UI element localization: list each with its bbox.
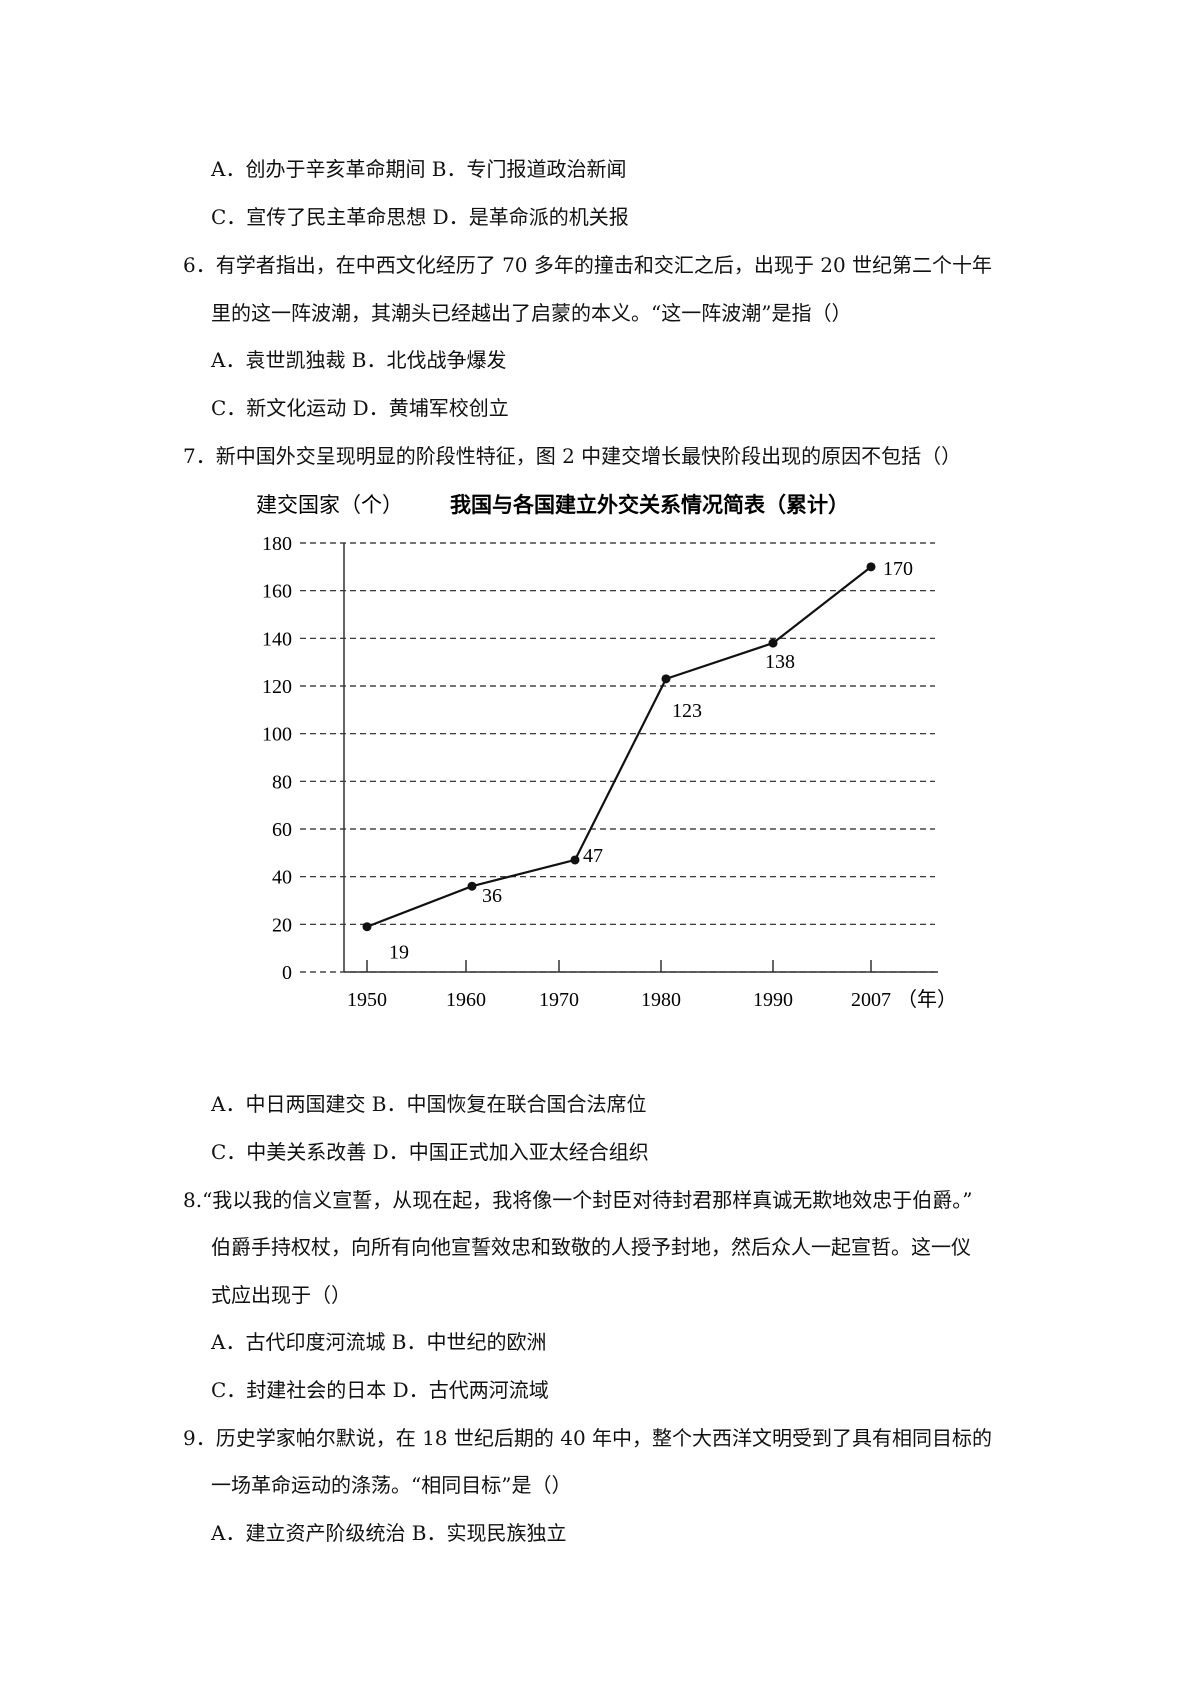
question-line: 6．有学者指出，在中西文化经历了 70 多年的撞击和交汇之后，出现于 20 世纪… xyxy=(183,253,993,277)
data-point xyxy=(768,638,778,648)
question-line: 8.“我以我的信义宣誓，从现在起，我将像一个封臣对待封君那样真诚无欺地效忠于伯爵… xyxy=(183,1188,973,1212)
question-line: 7．新中国外交呈现明显的阶段性特征，图 2 中建交增长最快阶段出现的原因不包括（… xyxy=(183,444,962,468)
data-label: 19 xyxy=(389,942,409,964)
option-line: C．中美关系改善 D．中国正式加入亚太经合组织 xyxy=(211,1140,649,1164)
y-tick-label: 0 xyxy=(282,962,292,984)
x-tick-label: 1970 xyxy=(539,989,579,1011)
option-line: A．创办于辛亥革命期间 B．专门报道政治新闻 xyxy=(211,157,627,181)
line-chart: 建交国家（个） 我国与各国建立外交关系情况简表（累计） 0 20 40 60 80 100… xyxy=(256,493,957,1011)
y-tick-label: 100 xyxy=(262,724,292,746)
option-line: A．中日两国建交 B．中国恢复在联合国合法席位 xyxy=(211,1092,647,1116)
y-tick-label: 140 xyxy=(262,628,292,650)
data-label: 123 xyxy=(672,700,702,722)
y-tick-label: 160 xyxy=(262,581,292,603)
data-point xyxy=(570,855,580,865)
x-tick-label: 1980 xyxy=(641,989,681,1011)
data-point xyxy=(866,562,876,572)
data-point xyxy=(467,881,477,891)
data-point xyxy=(661,674,671,684)
data-label: 47 xyxy=(583,845,603,867)
question-line: 9．历史学家帕尔默说，在 18 世纪后期的 40 年中，整个大西洋文明受到了具有… xyxy=(183,1426,993,1450)
option-line: A．建立资产阶级统治 B．实现民族独立 xyxy=(211,1521,567,1545)
data-label: 170 xyxy=(883,558,913,580)
option-line: C．封建社会的日本 D．古代两河流域 xyxy=(211,1378,549,1402)
option-line: 伯爵手持权杖，向所有向他宣誓效忠和致敬的人授予封地，然后众人一起宣哲。这一仪 xyxy=(211,1235,971,1259)
chart-ylabel: 建交国家（个） xyxy=(256,493,403,517)
option-line: 一场革命运动的涤荡。“相同目标”是（） xyxy=(211,1473,572,1497)
y-tick-label: 180 xyxy=(262,533,292,555)
x-tick-label: 1960 xyxy=(446,989,486,1011)
x-tick-label: 2007 xyxy=(851,989,891,1011)
y-tick-label: 20 xyxy=(272,914,292,936)
y-tick-label: 120 xyxy=(262,676,292,698)
option-line: 式应出现于（） xyxy=(211,1283,351,1307)
y-tick-label: 60 xyxy=(272,819,292,841)
option-line: C．宣传了民主革命思想 D．是革命派的机关报 xyxy=(211,205,629,229)
y-tick-label: 40 xyxy=(272,867,292,889)
data-line xyxy=(366,565,872,928)
data-point xyxy=(362,922,372,932)
x-tick-label: 1950 xyxy=(347,989,387,1011)
option-line: C．新文化运动 D．黄埔军校创立 xyxy=(211,396,509,420)
x-tick-label: 1990 xyxy=(753,989,793,1011)
option-line: A．袁世凯独裁 B．北伐战争爆发 xyxy=(211,348,507,372)
data-label: 138 xyxy=(765,651,795,673)
y-tick-label: 80 xyxy=(272,771,292,793)
option-line: 里的这一阵波潮，其潮头已经越出了启蒙的本义。“这一阵波潮”是指（） xyxy=(211,301,852,325)
data-label: 36 xyxy=(482,885,502,907)
option-line: A．古代印度河流城 B．中世纪的欧洲 xyxy=(211,1330,547,1354)
x-axis-label: （年） xyxy=(897,988,957,1011)
chart-title: 我国与各国建立外交关系情况简表（累计） xyxy=(450,493,849,517)
